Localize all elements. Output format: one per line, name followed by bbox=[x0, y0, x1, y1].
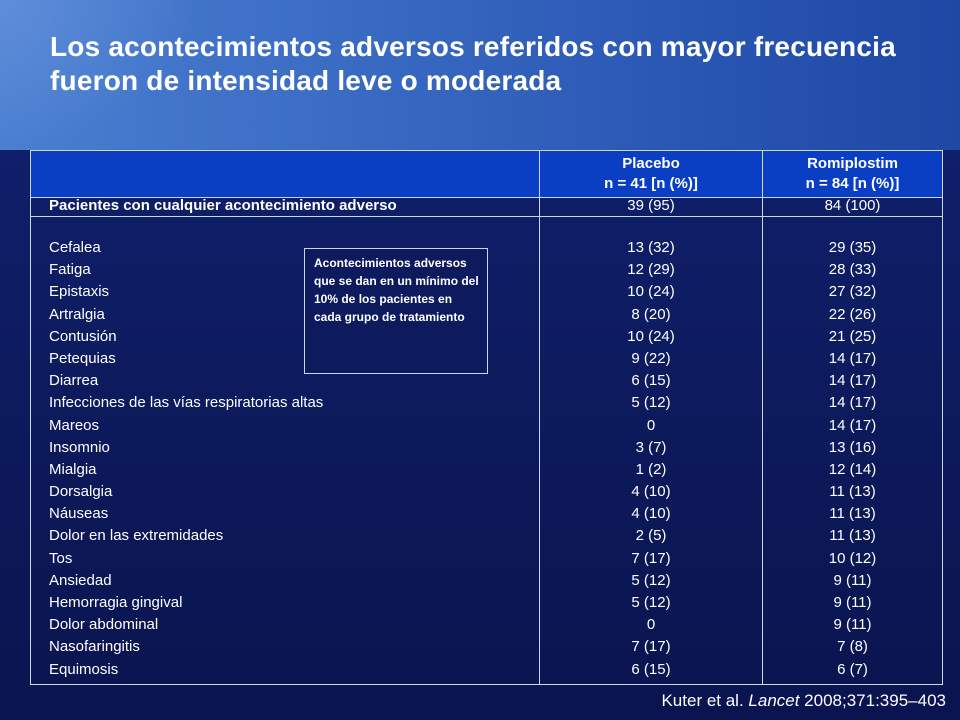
table-header-row bbox=[31, 151, 942, 198]
placebo-value-cell: 0 bbox=[646, 616, 656, 634]
placebo-value-cell: 5 (12) bbox=[631, 594, 671, 611]
romiplostim-value-cell: 9 (11) bbox=[833, 594, 872, 611]
romiplostim-value-cell: 6 (7) bbox=[837, 660, 868, 678]
romiplostim-value-cell: 14 (17) bbox=[828, 416, 877, 434]
placebo-value-cell: 8 (20) bbox=[631, 305, 671, 323]
placebo-value-cell: 7 (17) bbox=[631, 549, 671, 567]
slide-body-background bbox=[0, 150, 960, 720]
citation-reference: 2008;371:395–403 bbox=[799, 691, 946, 710]
romiplostim-value-cell: 27 (32) bbox=[828, 283, 877, 301]
placebo-value-cell: 13 (32) bbox=[627, 239, 675, 256]
placebo-value-cell: 4 (10) bbox=[631, 483, 671, 501]
event-name-cell: Hemorragia gingival bbox=[49, 594, 183, 611]
citation-journal: Lancet bbox=[748, 691, 800, 710]
inclusion-criteria-note: Acontecimientos adversos que se dan en u… bbox=[304, 248, 488, 374]
any-adverse-event-label: Pacientes con cualquier acontecimiento a… bbox=[49, 197, 397, 214]
column-divider-placebo bbox=[539, 151, 540, 684]
romiplostim-column-header: Romiplostim n = 84 [n (%)] bbox=[763, 154, 942, 194]
event-name-cell: Petequias bbox=[49, 349, 116, 367]
placebo-value-cell: 6 (15) bbox=[631, 372, 671, 390]
event-name-cell: Artralgia bbox=[49, 305, 105, 323]
romiplostim-value-cell: 7 (8) bbox=[837, 638, 868, 656]
placebo-column-header: Placebo n = 41 [n (%)] bbox=[540, 154, 762, 194]
placebo-value-cell: 1 (2) bbox=[635, 460, 667, 478]
romiplostim-header-count: n = 84 [n (%)] bbox=[805, 175, 900, 192]
romiplostim-value-cell: 29 (35) bbox=[828, 239, 877, 256]
event-name-cell: Dorsalgia bbox=[49, 483, 113, 501]
romiplostim-values-column: 29 (35) 28 (33) 27 (32) 22 (26) 21 (25) 14 (1… bbox=[763, 237, 942, 681]
slide-title: Los acontecimientos adversos referidos c… bbox=[50, 31, 896, 96]
romiplostim-value-cell: 14 (17) bbox=[828, 349, 877, 367]
event-name-cell: Diarrea bbox=[49, 372, 99, 390]
placebo-value-cell: 12 (29) bbox=[627, 261, 675, 279]
event-name-cell: Nasofaringitis bbox=[49, 638, 140, 656]
romiplostim-value-cell: 10 (12) bbox=[828, 549, 877, 567]
romiplostim-value-cell: 11 (13) bbox=[829, 505, 876, 523]
adverse-events-table: Placebo n = 41 [n (%)] Romiplostim n = 8… bbox=[30, 150, 943, 685]
placebo-header-count: n = 41 [n (%)] bbox=[604, 175, 698, 192]
citation-authors: Kuter et al. bbox=[661, 691, 749, 710]
any-adverse-event-romiplostim: 84 (100) bbox=[824, 197, 881, 214]
event-name-cell: Mareos bbox=[49, 416, 100, 434]
placebo-value-cell: 9 (22) bbox=[631, 349, 671, 367]
event-name-cell: Infecciones de las vías respiratorias al… bbox=[49, 394, 324, 412]
event-name-cell: Tos bbox=[49, 549, 73, 567]
event-name-column: Cefalea Fatiga Epistaxis Artralgia Contusión… bbox=[49, 237, 539, 681]
placebo-value-cell: 4 (10) bbox=[631, 505, 671, 523]
placebo-value-cell: 10 (24) bbox=[627, 283, 675, 301]
romiplostim-value-cell: 12 (14) bbox=[828, 460, 877, 478]
event-name-cell: Epistaxis bbox=[49, 283, 110, 301]
event-name-cell: Insomnio bbox=[49, 438, 110, 456]
column-divider-romiplostim bbox=[762, 151, 763, 684]
event-name-cell: Náuseas bbox=[49, 505, 109, 523]
romiplostim-value-cell: 22 (26) bbox=[828, 305, 877, 323]
event-name-cell: Ansiedad bbox=[49, 571, 112, 589]
placebo-value-cell: 5 (12) bbox=[631, 571, 671, 589]
placebo-value-cell: 10 (24) bbox=[627, 327, 675, 345]
event-name-cell: Fatiga bbox=[49, 261, 91, 279]
any-adverse-event-placebo: 39 (95) bbox=[627, 197, 675, 214]
event-name-cell: Mialgia bbox=[49, 460, 97, 478]
placebo-value-cell: 6 (15) bbox=[631, 660, 671, 678]
romiplostim-value-cell: 9 (11) bbox=[833, 616, 872, 634]
placebo-value-cell: 0 bbox=[646, 416, 656, 434]
event-name-cell: Cefalea bbox=[49, 239, 101, 256]
placebo-value-cell: 3 (7) bbox=[635, 438, 667, 456]
romiplostim-header-name: Romiplostim bbox=[807, 155, 898, 172]
placebo-value-cell: 2 (5) bbox=[635, 527, 667, 545]
event-name-cell: Dolor abdominal bbox=[49, 616, 159, 634]
event-name-cell: Equimosis bbox=[49, 660, 119, 678]
header-band bbox=[0, 0, 960, 150]
romiplostim-value-cell: 9 (11) bbox=[833, 571, 872, 589]
romiplostim-value-cell: 11 (13) bbox=[829, 527, 876, 545]
placebo-header-name: Placebo bbox=[622, 155, 680, 172]
event-name-cell: Dolor en las extremidades bbox=[49, 527, 224, 545]
romiplostim-value-cell: 28 (33) bbox=[828, 261, 877, 279]
placebo-values-column: 13 (32) 12 (29) 10 (24) 8 (20) 10 (24) 9 (22)… bbox=[540, 237, 762, 681]
citation: Kuter et al. Lancet 2008;371:395–403 bbox=[661, 690, 946, 712]
romiplostim-value-cell: 14 (17) bbox=[828, 394, 877, 412]
event-name-cell: Contusión bbox=[49, 327, 117, 345]
placebo-value-cell: 5 (12) bbox=[631, 394, 671, 412]
romiplostim-value-cell: 13 (16) bbox=[828, 438, 877, 456]
romiplostim-value-cell: 11 (13) bbox=[829, 483, 876, 501]
any-adverse-event-row: Pacientes con cualquier acontecimiento a… bbox=[31, 197, 942, 217]
placebo-value-cell: 7 (17) bbox=[631, 638, 671, 656]
romiplostim-value-cell: 21 (25) bbox=[828, 327, 877, 345]
romiplostim-value-cell: 14 (17) bbox=[828, 372, 877, 390]
